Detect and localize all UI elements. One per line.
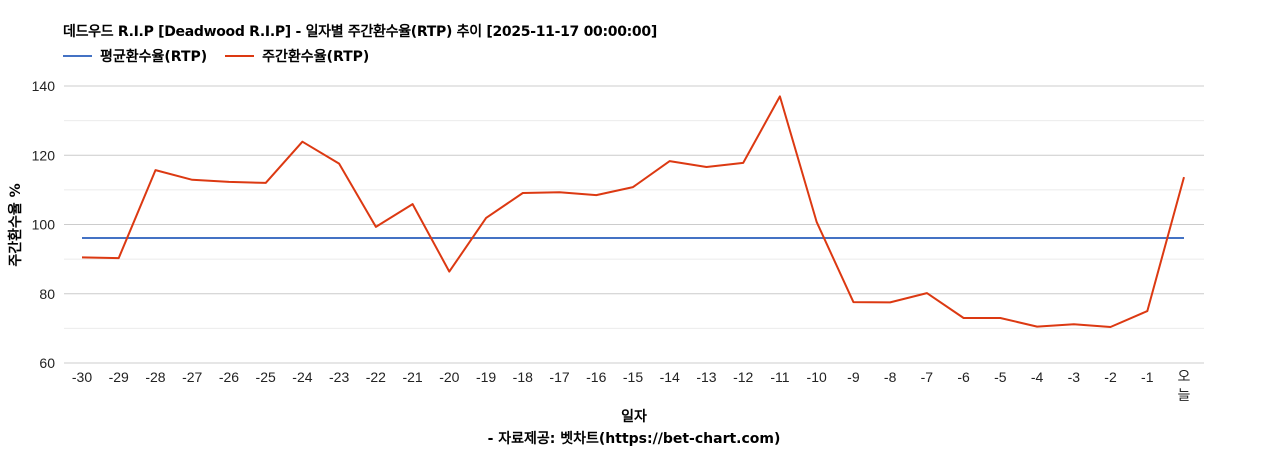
legend-label: 주간환수율(RTP) [262,49,370,65]
x-tick-label: -12 [733,369,753,385]
legend-line-icon [63,55,92,57]
data-series [81,95,1185,328]
gridlines [64,85,1204,364]
x-tick-label: -16 [586,369,606,385]
x-tick-label: -19 [476,369,496,385]
x-tick-label: -11 [770,369,789,385]
x-tick-label: -27 [182,369,202,385]
x-tick-label: -24 [292,369,312,385]
legend-line-icon [225,55,255,57]
x-tick-label: -8 [884,369,897,385]
x-axis-title: 일자 [621,409,647,425]
legend-label: 평균환수율(RTP) [100,49,208,65]
x-tick-label: -22 [366,369,386,385]
x-tick-label: -23 [329,369,349,385]
x-tick-label: -3 [1068,369,1081,385]
legend-item-weekly-rtp[interactable]: 주간환수율(RTP) [225,46,369,66]
x-tick-label: -6 [957,369,970,385]
x-tick-label: -10 [807,369,827,385]
legend-item-average-rtp[interactable]: 평균환수율(RTP) [63,46,207,66]
y-tick-label: 100 [32,217,56,233]
x-tick-label: -18 [513,369,533,385]
x-tick-label: -5 [994,369,1007,385]
x-tick-label: -1 [1141,369,1154,385]
x-tick-label: 오 [1178,368,1191,384]
chart-title: 데드우드 R.I.P [Deadwood R.I.P] - 일자별 주간환수율(… [63,24,657,40]
chart-legend: 평균환수율(RTP) 주간환수율(RTP) [63,46,387,66]
x-tick-label: -30 [72,369,92,385]
x-tick-label: -21 [402,369,422,385]
x-tick-label: -26 [219,369,239,385]
x-tick-label: -14 [660,369,680,385]
y-tick-label: 80 [39,286,55,302]
y-tick-label: 120 [32,147,56,163]
x-tick-label: -15 [623,369,643,385]
x-tick-label: -9 [847,369,860,385]
x-tick-label: -28 [145,369,165,385]
x-tick-label: -4 [1031,369,1044,385]
x-tick-label: -25 [256,369,276,385]
x-tick-label: -29 [109,369,129,385]
data-source-credit: - 자료제공: 벳차트(https://bet-chart.com) [487,431,781,447]
y-axis-ticks: 60 80 100 120 140 [32,78,56,371]
x-axis-ticks: -30 -29 -28 -27 -26 -25 -24 -23 -22 -21 -20 -19 -18-… [72,368,1191,403]
x-tick-label: 늘 [1178,387,1191,403]
y-tick-label: 60 [39,355,55,371]
weekly-rtp-line[interactable] [81,95,1185,328]
x-tick-label: -7 [921,369,934,385]
x-tick-label: -20 [439,369,459,385]
x-tick-label: -13 [696,369,716,385]
y-tick-label: 140 [32,78,56,94]
x-tick-label: -2 [1104,369,1117,385]
x-tick-label: -17 [549,369,569,385]
